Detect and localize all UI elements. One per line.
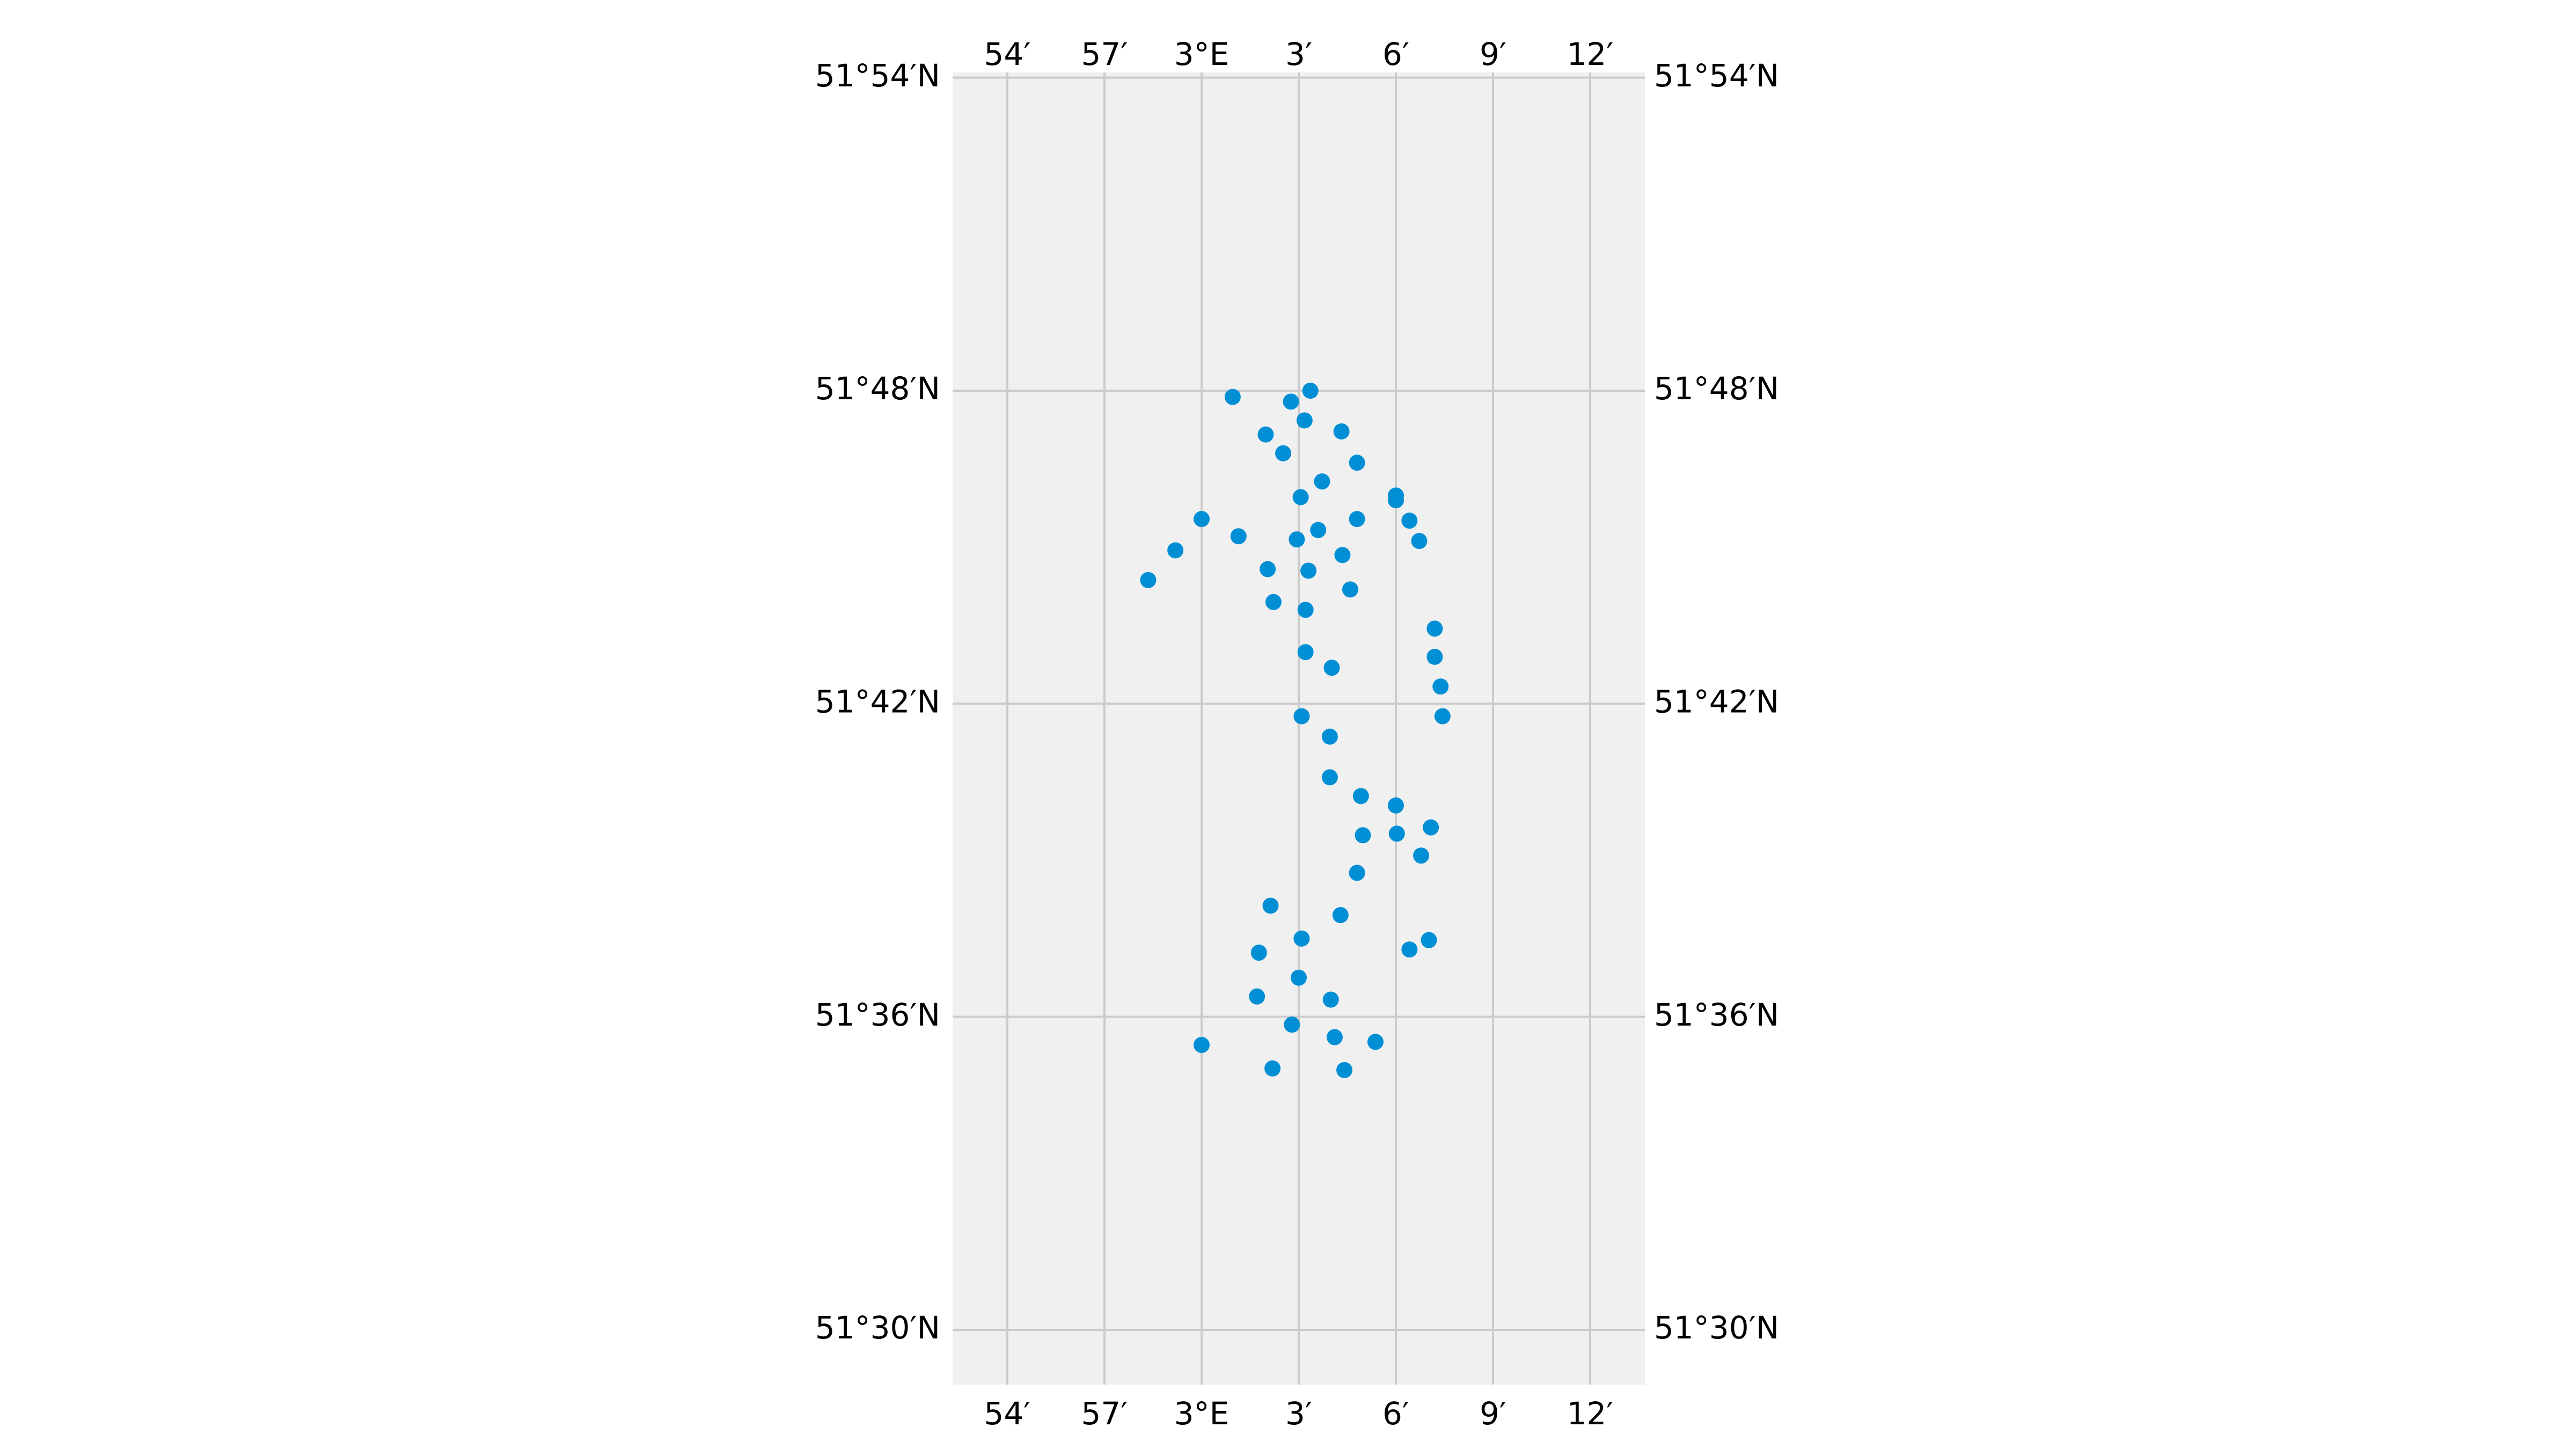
x-tick-label-top: 3′ xyxy=(1285,36,1312,72)
data-point xyxy=(1322,991,1339,1008)
data-point xyxy=(1349,511,1365,528)
data-point xyxy=(1224,389,1241,405)
y-tick-label-left: 51°42′N xyxy=(815,683,940,720)
data-point xyxy=(1413,847,1430,864)
data-point xyxy=(1310,522,1327,538)
data-point xyxy=(1230,528,1247,545)
y-tick-label-right: 51°54′N xyxy=(1654,57,1779,94)
data-point xyxy=(1249,988,1265,1005)
data-point xyxy=(1349,865,1365,881)
x-tick-label-bottom: 3′ xyxy=(1285,1395,1312,1432)
x-tick-label-top: 57′ xyxy=(1081,36,1128,72)
y-tick-label-right: 51°30′N xyxy=(1654,1309,1779,1346)
data-point xyxy=(1194,1037,1210,1053)
x-tick-label-top: 12′ xyxy=(1567,36,1614,72)
x-tick-label-top: 3°E xyxy=(1174,36,1230,72)
data-point xyxy=(1349,455,1365,471)
x-tick-label-bottom: 6′ xyxy=(1382,1395,1409,1432)
data-point xyxy=(1332,907,1349,924)
data-point xyxy=(1334,547,1351,564)
data-point xyxy=(1296,412,1313,429)
data-point xyxy=(1297,644,1314,661)
data-point xyxy=(1421,932,1437,948)
y-tick-label-left: 51°54′N xyxy=(815,57,940,94)
data-point xyxy=(1355,827,1371,844)
data-point xyxy=(1275,445,1292,462)
data-point xyxy=(1342,581,1358,598)
x-tick-label-bottom: 3°E xyxy=(1174,1395,1230,1432)
data-point xyxy=(1257,426,1274,443)
data-point xyxy=(1321,769,1338,786)
data-point xyxy=(1140,572,1157,588)
data-point xyxy=(1262,897,1279,914)
y-tick-label-right: 51°42′N xyxy=(1654,683,1779,720)
data-point xyxy=(1434,708,1451,724)
data-point xyxy=(1302,383,1319,399)
data-point xyxy=(1300,562,1317,579)
x-tick-label-bottom: 57′ xyxy=(1081,1395,1128,1432)
data-point xyxy=(1367,1034,1384,1050)
data-point xyxy=(1426,648,1443,665)
data-point xyxy=(1293,708,1310,724)
data-point xyxy=(1432,678,1449,695)
data-point xyxy=(1314,473,1330,490)
data-point xyxy=(1321,728,1338,745)
data-point xyxy=(1323,660,1340,676)
data-point xyxy=(1283,393,1299,410)
data-point xyxy=(1293,930,1310,947)
data-point xyxy=(1388,825,1405,842)
data-point xyxy=(1297,602,1314,618)
data-point xyxy=(1194,511,1210,528)
x-tick-label-top: 9′ xyxy=(1480,36,1506,72)
data-point xyxy=(1401,513,1418,529)
tick-labels: 54′ 54′ 57′ 57′ 3°E 3°E 3′ 3′ 6′ 6′ 9′ 9′ 12′ 12′ 51°5… xyxy=(815,36,1779,1432)
data-point xyxy=(1292,489,1309,506)
data-point xyxy=(1264,1060,1281,1077)
y-tick-label-right: 51°48′N xyxy=(1654,370,1779,407)
data-point xyxy=(1284,1016,1300,1033)
data-point xyxy=(1167,542,1184,559)
data-point xyxy=(1265,594,1282,610)
data-point xyxy=(1336,1062,1353,1078)
x-tick-label-bottom: 9′ xyxy=(1480,1395,1506,1432)
data-point xyxy=(1388,797,1404,814)
y-tick-label-right: 51°36′N xyxy=(1654,997,1779,1033)
data-point xyxy=(1426,620,1443,637)
data-point xyxy=(1388,492,1404,509)
data-point xyxy=(1333,423,1350,440)
y-tick-label-left: 51°36′N xyxy=(815,997,940,1033)
y-tick-label-left: 51°48′N xyxy=(815,370,940,407)
data-point xyxy=(1326,1029,1343,1045)
data-point xyxy=(1401,941,1418,958)
data-point xyxy=(1260,561,1276,577)
gridlines xyxy=(953,72,1645,1385)
data-points xyxy=(1140,383,1451,1078)
data-point xyxy=(1352,788,1369,804)
x-tick-label-bottom: 12′ xyxy=(1567,1395,1614,1432)
data-point xyxy=(1289,531,1305,548)
x-tick-label-top: 54′ xyxy=(984,36,1031,72)
data-point xyxy=(1291,969,1307,986)
y-tick-label-left: 51°30′N xyxy=(815,1309,940,1346)
data-point xyxy=(1250,945,1267,961)
x-tick-label-bottom: 54′ xyxy=(984,1395,1031,1432)
data-point xyxy=(1423,819,1439,836)
x-tick-label-top: 6′ xyxy=(1382,36,1409,72)
data-point xyxy=(1411,533,1428,549)
